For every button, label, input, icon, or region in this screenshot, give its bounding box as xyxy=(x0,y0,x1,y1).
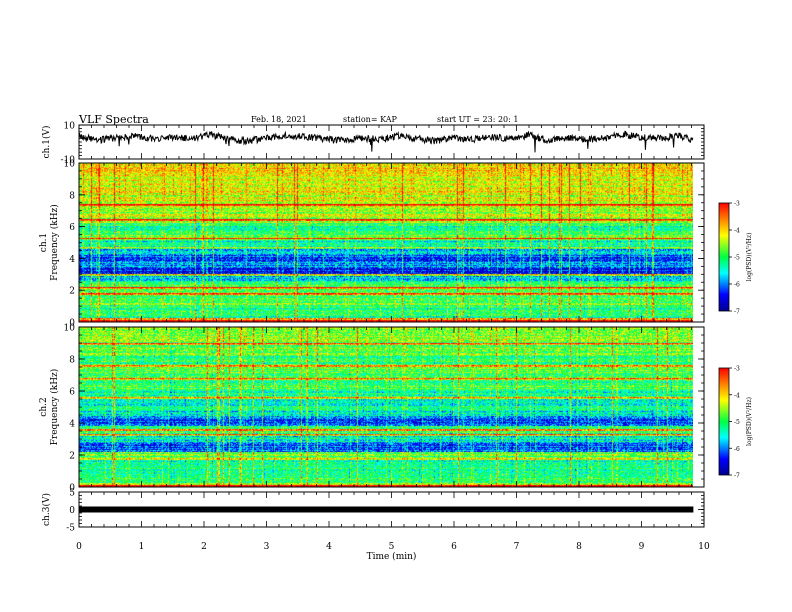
time-axis-label: Time (min) xyxy=(367,551,417,562)
time-axis-tick-label: 1 xyxy=(139,542,145,552)
ch3-waveform-ytick-label: 0 xyxy=(69,506,75,516)
ch2-spectrogram-colorbar-tick-label: -3 xyxy=(734,366,740,373)
ch2-spectrogram-colorbar-tick-label: -7 xyxy=(734,473,740,480)
ch3-waveform-ytick-label: 5 xyxy=(69,489,75,499)
start-time-label: start UT = 23: 20: 1 xyxy=(437,115,519,124)
ch2-spectrogram-colorbar-tick-label: -5 xyxy=(734,419,740,426)
date-label: Feb. 18, 2021 xyxy=(251,115,307,124)
ch1-spectrogram-colorbar xyxy=(718,202,730,312)
ch2-spectrogram-colorbar-tick-label: -6 xyxy=(734,446,740,453)
ch2-spectrogram-ytick-label: 8 xyxy=(69,356,75,366)
station-label: station= KAP xyxy=(343,115,397,124)
ch1-spectrogram-colorbar-tick-label: -6 xyxy=(734,282,740,289)
time-axis-tick-label: 6 xyxy=(451,542,457,552)
ch2-spectrogram-ytick-label: 10 xyxy=(64,324,76,334)
ch2-spectrogram-ylabel: Frequency (kHz) xyxy=(49,369,60,446)
ch2-spectrogram-colorbar-tick-label: -4 xyxy=(734,392,740,399)
time-axis-tick-label: 8 xyxy=(576,542,582,552)
ch2-spectrogram-colorbar xyxy=(718,367,730,476)
ch1-waveform-ytick-label: 10 xyxy=(64,122,76,132)
time-axis-tick-label: 7 xyxy=(514,542,520,552)
ch2-spectrogram-ytick-label: 0 xyxy=(69,484,75,494)
ch3-waveform-trace xyxy=(79,506,694,513)
ch1-waveform-ytick-label: -10 xyxy=(61,156,76,166)
ch1-waveform-trace xyxy=(78,130,694,153)
ch1-spectrogram-colorbar-tick-label: -7 xyxy=(734,309,740,316)
ch3-waveform-ylabel: ch.3(V) xyxy=(41,493,52,526)
ch1-spectrogram-ytick-label: 0 xyxy=(69,319,75,329)
ch1-waveform-ylabel: ch.1(V) xyxy=(41,126,52,159)
time-axis-tick-label: 9 xyxy=(639,542,645,552)
ch1-spectrogram-colorbar-tick-label: -4 xyxy=(734,228,740,235)
ch3-waveform-ytick-label: -5 xyxy=(66,524,75,534)
time-axis-tick-label: 2 xyxy=(201,542,207,552)
ch1-spectrogram-colorbar-tick-label: -3 xyxy=(734,201,740,208)
ch1-spectrogram-ylabel: Frequency (kHz) xyxy=(49,204,60,281)
ch1-spectrogram-channel-label: ch.1 xyxy=(39,233,49,252)
ch1-spectrogram-colorbar-tick-label: -5 xyxy=(734,255,740,262)
time-axis-tick-label: 5 xyxy=(389,542,395,552)
ch2-spectrogram-colorbar-label: log(PSD)(V²/Hz) xyxy=(746,397,753,446)
time-axis-tick-label: 4 xyxy=(326,542,332,552)
time-axis-tick-label: 10 xyxy=(698,542,710,552)
ch2-spectrogram-channel-label: ch.2 xyxy=(39,397,49,416)
s1-image xyxy=(79,163,693,322)
ch1-spectrogram-ytick-label: 2 xyxy=(69,287,75,297)
figure-title: VLF Spectra xyxy=(79,113,149,126)
time-axis-tick-label: 0 xyxy=(76,542,82,552)
ch2-spectrogram-ytick-label: 4 xyxy=(69,420,75,430)
s2-image xyxy=(79,327,693,487)
time-axis-tick-label: 3 xyxy=(264,542,270,552)
ch1-spectrogram-ytick-label: 10 xyxy=(64,160,76,170)
ch2-spectrogram-ytick-label: 2 xyxy=(69,452,75,462)
ch1-spectrogram-ytick-label: 8 xyxy=(69,191,75,201)
ch1-spectrogram-colorbar-label: log(PSD)(V²/Hz) xyxy=(746,233,753,282)
ch1-spectrogram-ytick-label: 4 xyxy=(69,255,75,265)
ch1-spectrogram-ytick-label: 6 xyxy=(69,223,75,233)
ch2-spectrogram-ytick-label: 6 xyxy=(69,388,75,398)
